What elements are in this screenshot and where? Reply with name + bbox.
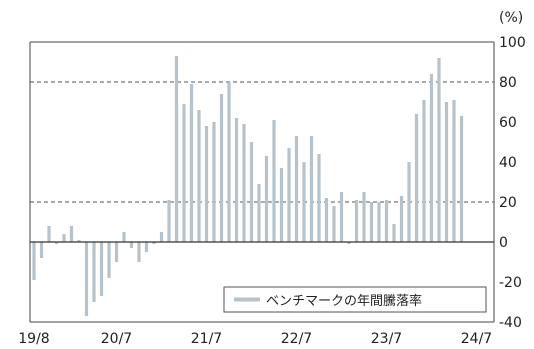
bar: [407, 162, 411, 242]
bar: [452, 100, 456, 242]
y-tick-labels: 100 80 60 40 20 0 -20 -40: [499, 35, 526, 331]
bar: [152, 242, 156, 244]
x-tick-label: 23/7: [371, 331, 402, 347]
bar: [219, 94, 224, 242]
x-tick-label: 21/7: [191, 331, 222, 347]
legend-label: ベンチマークの年間騰落率: [266, 293, 422, 309]
bar: [414, 114, 419, 242]
bar-series: [32, 56, 464, 316]
bar: [392, 224, 396, 242]
bar: [422, 100, 426, 242]
y-tick-label: 100: [499, 35, 526, 51]
bar: [129, 242, 134, 248]
bar: [272, 120, 276, 242]
bar: [182, 104, 186, 242]
bar: [69, 226, 74, 242]
bar: [107, 242, 111, 278]
y-axis-unit: (%): [499, 10, 523, 26]
bar: [242, 124, 246, 242]
y-tick-label: 0: [499, 235, 508, 251]
bar: [309, 136, 314, 242]
bar: [174, 56, 179, 242]
bar: [459, 116, 464, 242]
bar: [84, 242, 89, 316]
bar: [332, 206, 336, 242]
bar: [144, 242, 149, 252]
bar: [197, 110, 201, 242]
bar: [347, 242, 351, 244]
bar: [39, 242, 44, 258]
bar: [212, 122, 216, 242]
bar: [204, 126, 209, 242]
y-tick-label: 60: [499, 115, 517, 131]
bar: [264, 156, 269, 242]
x-tick-label: 20/7: [101, 331, 132, 347]
bar: [369, 202, 374, 242]
bar: [122, 232, 126, 242]
bar: [302, 162, 306, 242]
bar: [189, 84, 194, 242]
bar: [287, 148, 291, 242]
y-tick-label: 40: [499, 155, 517, 171]
bar: [362, 192, 366, 242]
bar: [324, 198, 329, 242]
y-tick-label: -40: [499, 315, 522, 331]
bar: [317, 154, 321, 242]
bar: [47, 226, 51, 242]
y-tick-label: -20: [499, 275, 522, 291]
bar: [77, 240, 81, 242]
bar: [437, 58, 441, 242]
bar: [32, 242, 36, 280]
bar: [92, 242, 96, 302]
legend-box: [223, 286, 487, 313]
x-tick-label: 19/8: [18, 331, 49, 347]
bar: [114, 242, 119, 262]
bar: [227, 82, 231, 242]
bar: [54, 242, 59, 244]
bar: [354, 200, 359, 242]
bar: [159, 232, 164, 242]
legend: ベンチマークの年間騰落率: [223, 286, 487, 313]
bar: [429, 74, 434, 242]
y-tick-label: 80: [499, 75, 517, 91]
bar: [377, 202, 381, 242]
bar: [294, 136, 299, 242]
x-tick-label: 24/7: [461, 331, 492, 347]
x-tick-labels: 19/8 20/7 21/7 22/7 23/7 24/7: [18, 331, 492, 347]
x-tick-label: 22/7: [281, 331, 312, 347]
bar: [339, 192, 344, 242]
bar: [384, 200, 389, 242]
bar: [62, 234, 66, 242]
bar: [444, 102, 449, 242]
bar: [137, 242, 141, 262]
bar: [99, 242, 104, 296]
bar: [279, 168, 284, 242]
y-tick-label: 20: [499, 195, 517, 211]
bar: [249, 142, 254, 242]
bar: [399, 196, 404, 242]
bar: [167, 200, 171, 242]
bar: [257, 184, 261, 242]
bar: [234, 118, 239, 242]
